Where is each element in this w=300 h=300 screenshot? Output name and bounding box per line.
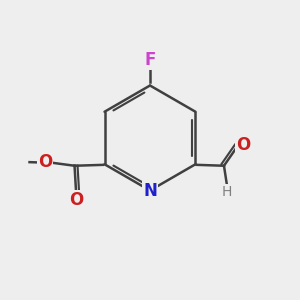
Text: O: O [69,191,83,209]
Text: O: O [236,136,250,154]
Text: N: N [143,182,157,200]
Text: F: F [144,51,156,69]
Text: H: H [222,185,232,199]
Text: O: O [38,153,52,171]
